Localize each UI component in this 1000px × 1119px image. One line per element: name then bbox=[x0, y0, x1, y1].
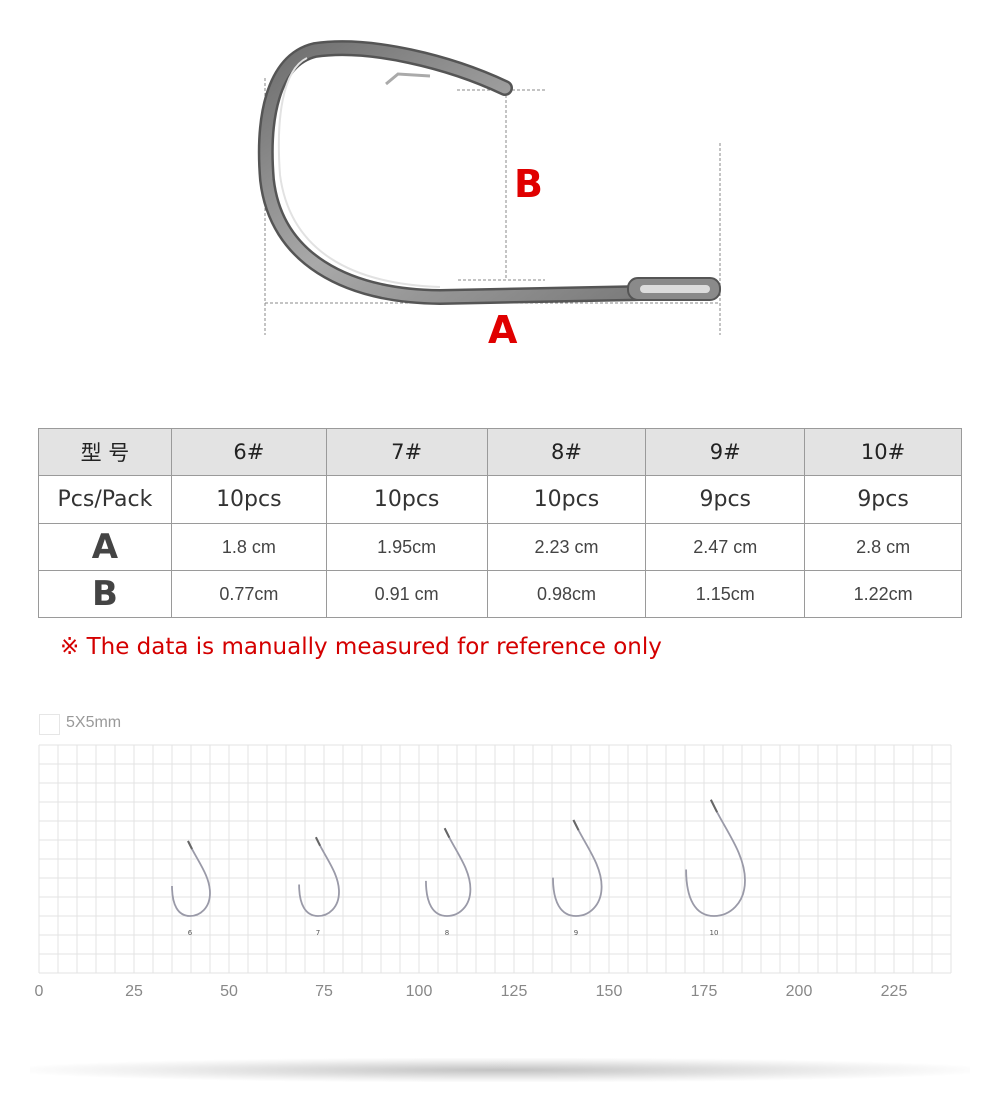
table-header-row: 型 号 6# 7# 8# 9# 10# bbox=[38, 428, 962, 476]
header-cell: 10# bbox=[804, 428, 962, 476]
table-cell: 1.8 cm bbox=[170, 523, 327, 571]
table-cell: 10pcs bbox=[486, 475, 647, 524]
table-cell: 2.47 cm bbox=[645, 523, 806, 571]
row-label: Pcs/Pack bbox=[38, 475, 172, 524]
table-cell: 9pcs bbox=[804, 475, 962, 524]
scale-tick-label: 75 bbox=[315, 983, 333, 1000]
header-cell: 型 号 bbox=[38, 428, 172, 476]
hook-icon bbox=[685, 799, 746, 917]
dimension-label-a: A bbox=[488, 308, 518, 352]
grid-cell-legend-label: 5X5mm bbox=[66, 714, 122, 731]
size-table: 型 号 6# 7# 8# 9# 10# Pcs/Pack 10pcs 10pcs… bbox=[38, 428, 962, 618]
dimension-label-b: B bbox=[514, 162, 543, 206]
grid-lines bbox=[38, 744, 952, 974]
table-cell: 0.77cm bbox=[170, 570, 327, 618]
row-label: B bbox=[38, 570, 172, 618]
hook-size-label: 10 bbox=[710, 929, 719, 937]
hook-icon bbox=[298, 836, 340, 917]
scale-tick-label: 125 bbox=[500, 983, 528, 1000]
hook-size-label: 8 bbox=[445, 929, 449, 937]
scale-tick-label: 150 bbox=[595, 983, 623, 1000]
hook-size-label: 7 bbox=[316, 929, 320, 937]
table-row: Pcs/Pack 10pcs 10pcs 10pcs 9pcs 9pcs bbox=[38, 475, 962, 524]
scale-tick-label: 25 bbox=[125, 983, 143, 1000]
table-cell: 0.91 cm bbox=[325, 570, 488, 618]
scale-tick-label: 175 bbox=[690, 983, 718, 1000]
scale-tick-label: 50 bbox=[220, 983, 238, 1000]
header-cell: 6# bbox=[170, 428, 327, 476]
header-cell: 7# bbox=[325, 428, 488, 476]
hook-icon bbox=[425, 827, 472, 917]
table-row: B 0.77cm 0.91 cm 0.98cm 1.15cm 1.22cm bbox=[38, 570, 962, 618]
table-cell: 1.95cm bbox=[325, 523, 488, 571]
table-cell: 10pcs bbox=[170, 475, 327, 524]
row-label: A bbox=[38, 523, 172, 571]
table-cell: 1.15cm bbox=[645, 570, 806, 618]
hook-icon bbox=[552, 819, 603, 917]
hook-size-samples: 6 7 8 9 10 bbox=[171, 799, 746, 937]
hook-size-label: 9 bbox=[574, 929, 578, 937]
table-cell: 0.98cm bbox=[486, 570, 647, 618]
scale-tick-label: 0 bbox=[34, 983, 44, 1000]
disclaimer-note: ※ The data is manually measured for refe… bbox=[60, 634, 662, 660]
header-cell: 9# bbox=[645, 428, 806, 476]
table-cell: 2.8 cm bbox=[804, 523, 962, 571]
hook-size-label: 6 bbox=[188, 929, 193, 937]
table-cell: 1.22cm bbox=[804, 570, 962, 618]
grid-cell-legend-swatch bbox=[39, 714, 60, 735]
scale-tick-label: 100 bbox=[405, 983, 433, 1000]
table-row: A 1.8 cm 1.95cm 2.23 cm 2.47 cm 2.8 cm bbox=[38, 523, 962, 571]
bottom-shadow-divider bbox=[30, 1058, 970, 1082]
header-cell: 8# bbox=[486, 428, 647, 476]
hook-icon bbox=[171, 840, 211, 917]
hook-dimension-diagram bbox=[257, 40, 721, 335]
scale-tick-label: 200 bbox=[785, 983, 813, 1000]
big-hook-icon bbox=[257, 40, 721, 306]
scale-grid: 6 7 8 9 10 bbox=[38, 744, 952, 974]
table-cell: 10pcs bbox=[325, 475, 488, 524]
table-cell: 2.23 cm bbox=[486, 523, 647, 571]
scale-tick-label: 225 bbox=[880, 983, 908, 1000]
table-cell: 9pcs bbox=[645, 475, 806, 524]
